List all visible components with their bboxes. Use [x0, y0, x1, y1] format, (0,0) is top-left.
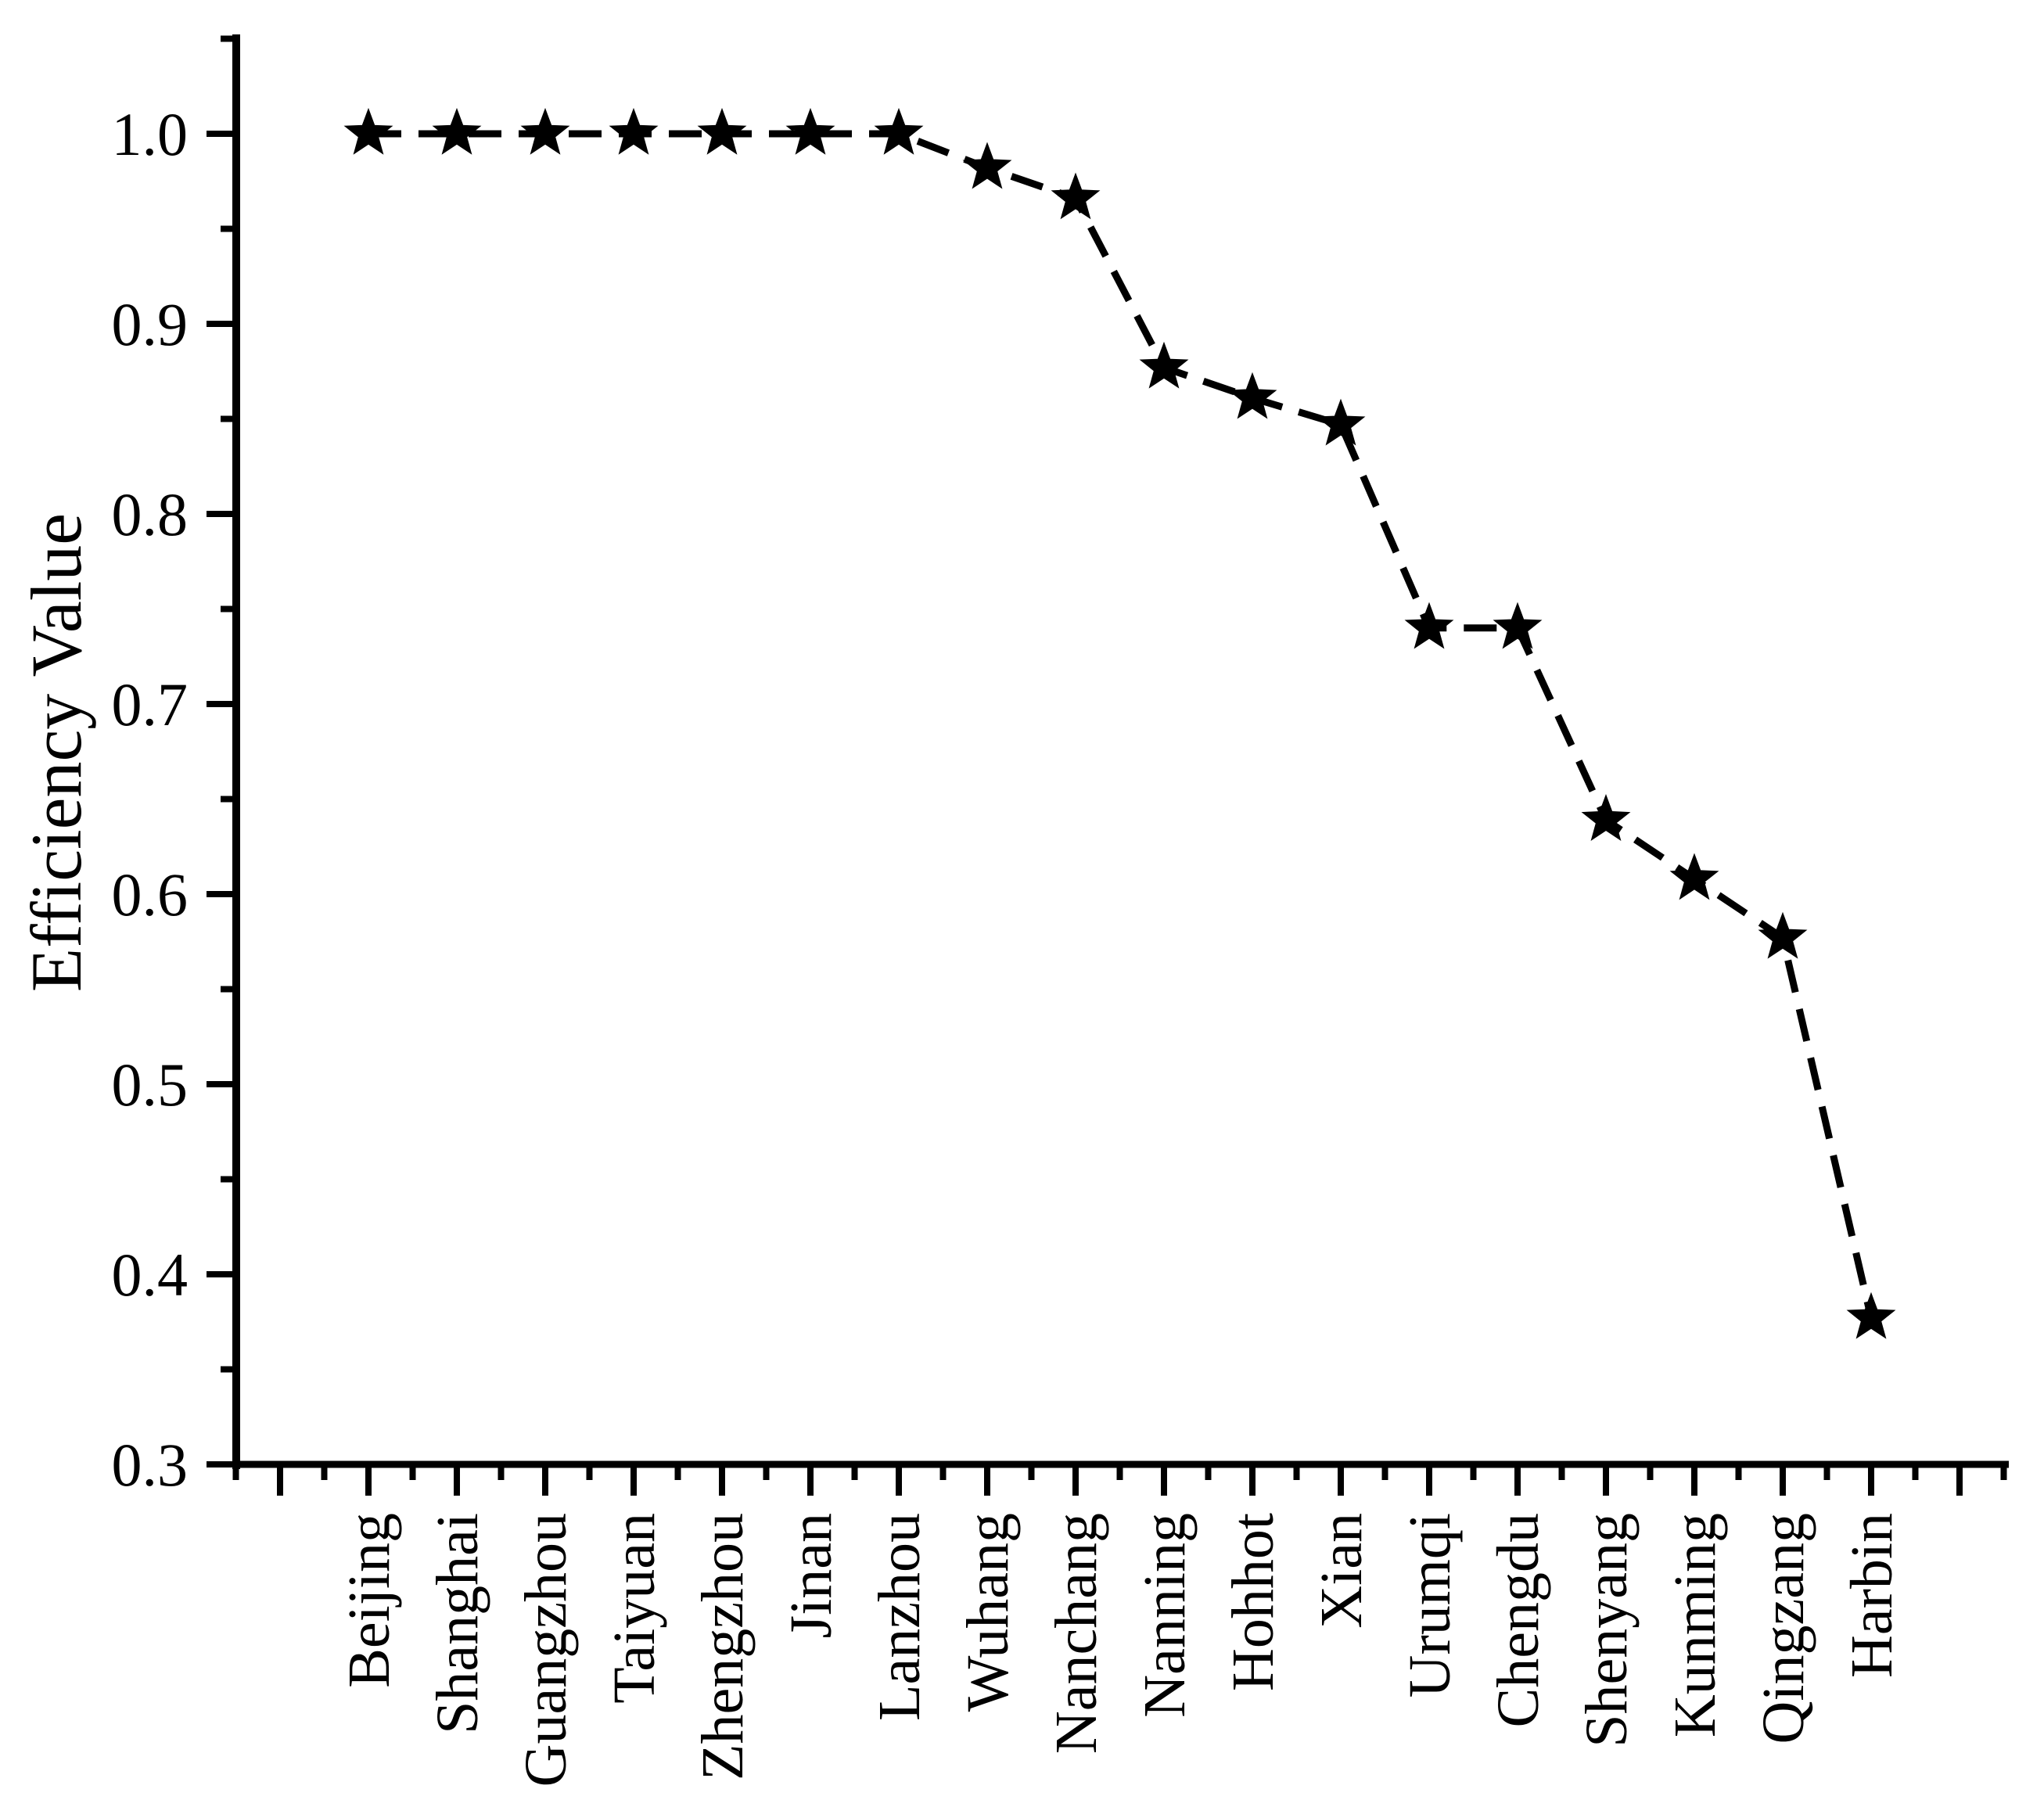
data-point-xian: [1316, 398, 1366, 446]
data-point-nanchang: [1051, 172, 1101, 220]
data-point-harbin: [1846, 1291, 1896, 1339]
y-tick-label-0.7: 0.7: [112, 670, 189, 738]
data-point-taiyuan: [609, 107, 659, 155]
data-point-kunming: [1669, 853, 1719, 900]
data-point-jinan: [785, 107, 835, 155]
y-tick-label-0.9: 0.9: [112, 290, 189, 358]
x-tick-label-wuhang: Wuhang: [955, 1513, 1021, 1712]
x-tick-label-kunming: Kunming: [1662, 1513, 1728, 1737]
data-point-zhengzhou: [697, 107, 747, 155]
x-tick-label-hohhot: Hohhot: [1220, 1513, 1286, 1691]
x-tick-label-jinan: Jinan: [778, 1513, 844, 1638]
x-tick-label-xian: Xian: [1309, 1513, 1374, 1629]
axis-ticks-layer: [207, 35, 2007, 1496]
data-series-layer: [343, 107, 1896, 1339]
data-line: [368, 130, 1875, 1319]
x-tick-label-qingzang: Qingzang: [1751, 1513, 1816, 1744]
data-point-chengdu: [1493, 602, 1543, 649]
x-tick-label-harbin: Harbin: [1839, 1513, 1905, 1678]
y-tick-label-0.4: 0.4: [112, 1241, 189, 1309]
y-tick-label-0.5: 0.5: [112, 1051, 189, 1119]
x-tick-label-lanzhou: Lanzhou: [867, 1513, 932, 1721]
x-tick-label-zhengzhou: Zhengzhou: [690, 1513, 756, 1780]
axes-layer: [232, 34, 2009, 1469]
x-tick-label-shenyang: Shenyang: [1574, 1513, 1640, 1748]
data-point-beijing: [343, 107, 393, 155]
data-point-wuhang: [962, 142, 1012, 189]
x-tick-label-shanghai: Shanghai: [425, 1513, 490, 1734]
x-tick-label-urumqi: Urumqi: [1397, 1513, 1463, 1697]
data-point-shanghai: [432, 107, 482, 155]
data-point-qingzang: [1758, 911, 1808, 959]
axis-labels-layer: 0.3 0.4 0.5 0.6 0.7 0.8 0.9 1.0 Beijing Shanghai G…: [112, 100, 1906, 1787]
x-tick-label-guangzhou: Guangzhou: [513, 1513, 579, 1787]
x-tick-label-beijing: Beijing: [336, 1513, 402, 1688]
y-tick-label-1.0: 1.0: [112, 100, 189, 168]
y-axis-title: Efficiency Value: [16, 513, 96, 992]
data-point-urumqi: [1404, 602, 1454, 649]
data-point-hohhot: [1227, 372, 1277, 419]
data-point-shenyang: [1581, 794, 1631, 842]
data-point-guangzhou: [520, 107, 570, 155]
data-point-lanzhou: [874, 107, 924, 155]
y-tick-label-0.3: 0.3: [112, 1431, 189, 1499]
y-tick-label-0.8: 0.8: [112, 480, 189, 548]
x-tick-label-nanning: Nanning: [1132, 1513, 1198, 1718]
x-tick-label-taiyuan: Taiyuan: [602, 1513, 667, 1704]
x-tick-label-nanchang: Nanchang: [1044, 1513, 1109, 1754]
x-tick-label-chengdu: Chengdu: [1485, 1513, 1551, 1727]
data-point-nanning: [1139, 341, 1189, 389]
y-tick-label-0.6: 0.6: [112, 860, 189, 929]
